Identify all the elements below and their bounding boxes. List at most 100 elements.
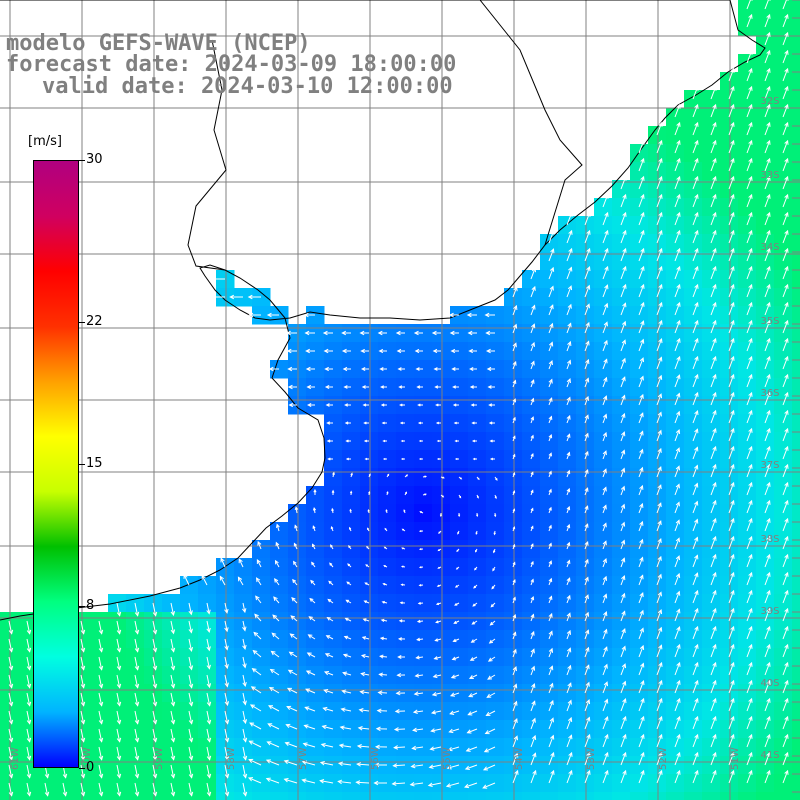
wind-speed-cell [630,378,649,397]
wind-speed-cell [702,720,721,739]
wind-arrow-head [621,412,626,418]
wind-speed-cell [702,594,721,613]
wind-arrow-head [80,737,86,743]
wind-arrow-head [288,651,294,656]
wind-arrow-head [694,175,699,181]
wind-arrow-head [584,505,589,510]
wind-arrow-head [170,791,176,797]
wind-arrow-head [248,758,254,764]
wind-arrow-head [548,341,554,347]
wind-arrow-head [427,782,433,788]
wind-speed-cell [414,774,433,793]
wind-arrow [674,411,680,424]
wind-arrow [584,647,589,658]
wind-speed-cell [396,414,415,433]
wind-arrow [674,538,680,550]
wind-arrow-head [134,773,140,779]
wind-arrow-head [487,657,493,662]
wind-arrow [764,122,771,136]
wind-arrow-head [201,574,206,580]
wind-arrow-head [604,193,609,199]
wind-speed-cell [774,324,793,343]
wind-arrow-head [188,737,194,743]
wind-arrow [271,632,280,640]
wind-arrow [432,692,442,696]
wind-speed-cell [630,738,649,757]
wind-arrow [728,410,735,424]
wind-arrow-head [416,385,421,389]
wind-speed-cell [756,504,775,523]
wind-speed-cell [468,792,487,800]
wind-arrow [448,746,460,751]
wind-arrow-head [712,121,717,127]
wind-arrow-head [532,752,537,758]
wind-speed-cell [612,504,631,523]
wind-arrow [206,710,211,724]
wind-arrow [250,704,262,712]
wind-arrow [728,428,735,442]
wind-arrow-head [152,665,158,671]
wind-arrow [484,746,496,753]
wind-speed-cell [756,324,775,343]
wind-arrow-head [567,699,572,705]
wind-arrow-head [412,709,418,715]
wind-arrow-head [26,701,32,707]
wind-arrow-head [548,542,552,547]
wind-arrow [134,638,139,652]
wind-speed-cell [270,756,289,775]
wind-arrow-head [26,737,32,743]
wind-arrow-head [416,637,421,642]
wind-speed-cell [558,522,577,541]
wind-speed-cell [180,576,199,595]
wind-arrow-head [337,761,343,767]
wind-arrow-head [675,519,680,525]
wind-arrow [188,602,192,615]
wind-arrow [485,728,496,735]
wind-arrow-head [566,487,571,493]
wind-arrow-head [694,482,699,488]
wind-arrow-head [531,323,536,329]
wind-arrow [530,701,536,712]
wind-arrow [782,338,789,352]
wind-arrow-head [766,337,771,343]
wind-speed-cell [612,468,631,487]
wind-arrow [692,644,699,658]
wind-speed-cell [594,756,613,775]
wind-arrow-head [206,791,212,797]
wind-arrow-head [410,763,416,769]
wind-speed-cell [684,126,703,145]
wind-speed-cell [720,648,739,667]
wind-arrow-head [513,286,518,292]
wind-arrow [764,752,771,766]
wind-speed-cell [720,288,739,307]
wind-arrow-head [152,719,158,725]
wind-arrow-head [585,681,590,687]
wind-arrow-head [368,490,371,494]
wind-arrow [224,764,229,778]
wind-arrow-head [399,601,403,605]
wind-speed-cell [738,666,757,685]
wind-arrow [764,446,771,460]
wind-arrow [170,638,175,652]
wind-arrow-head [658,679,663,685]
wind-arrow-head [249,704,255,709]
wind-arrow-head [287,384,293,390]
wind-arrow [764,194,771,208]
wind-speed-cell [414,702,433,721]
wind-arrow [656,520,662,532]
wind-speed-cell [342,522,361,541]
wind-speed-cell [576,684,595,703]
wind-arrow-head [265,777,271,782]
wind-speed-cell [702,666,721,685]
wind-arrow-head [250,686,256,691]
wind-arrow-head [675,537,681,543]
wind-arrow [206,656,210,669]
wind-arrow-head [640,301,645,307]
wind-speed-cell [432,774,451,793]
colorbar-tick [79,605,85,607]
wind-arrow-head [766,31,771,37]
wind-arrow-head [358,707,364,713]
wind-arrow-head [251,668,257,673]
wind-speed-cell [648,144,667,163]
wind-arrow-head [484,312,490,318]
